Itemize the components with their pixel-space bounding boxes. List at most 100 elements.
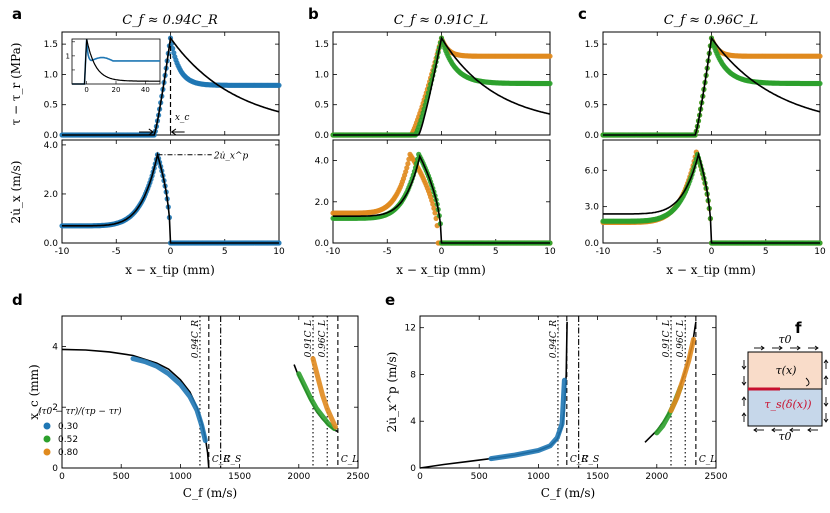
theory-curve <box>333 154 550 244</box>
series-0.30 <box>130 356 208 444</box>
y-axis-label: 2u̇_x^p (m/s) <box>385 352 399 433</box>
reference-line-label: 0.91C_L <box>662 320 672 357</box>
data-point <box>405 161 411 167</box>
panel-a-title: C_f ≈ 0.94C_R <box>122 13 218 28</box>
traction-arrowhead <box>823 418 829 423</box>
reference-line-label: C_L <box>341 455 358 465</box>
x-tick-label: 1500 <box>586 472 609 482</box>
y-tick-label: 2 <box>52 403 58 413</box>
x-tick-label: 1000 <box>169 472 192 482</box>
panel-label-a: a <box>12 5 22 23</box>
traction-arrowhead <box>796 345 801 351</box>
data-point <box>817 80 823 87</box>
y-tick-label: 0.0 <box>585 131 600 141</box>
data-point <box>170 45 176 52</box>
tau0-top-label: τ0 <box>778 333 791 346</box>
x-tick-label: 2500 <box>347 472 370 482</box>
arrow-left <box>139 128 155 136</box>
legend-label: 0.52 <box>58 435 78 445</box>
y-tick-label: 4.0 <box>315 157 330 167</box>
traction-arrowhead <box>741 396 747 401</box>
data-point <box>276 82 282 88</box>
inset-y-tick-label: 1 <box>66 52 70 60</box>
traction-arrowhead <box>771 427 776 433</box>
y-axis-label-velocity: 2u̇_x (m/s) <box>9 161 23 224</box>
reference-line-label: C_S <box>224 455 242 465</box>
reference-line-label: 0.94C_R <box>191 320 201 358</box>
x-tick-label: -10 <box>326 247 341 257</box>
y-tick-label: 1.0 <box>585 70 600 80</box>
y-tick-label: 0.0 <box>44 239 59 249</box>
theory-curve <box>333 36 551 136</box>
x-tick-label: 0 <box>168 247 174 257</box>
legend-label: 0.80 <box>58 448 78 458</box>
series-0.80 <box>330 35 553 138</box>
y-tick-label: 0.5 <box>315 101 329 111</box>
x-axis-label: x − x_tip (mm) <box>666 263 756 277</box>
series-0.52 <box>296 371 337 431</box>
panel-b-title: C_f ≈ 0.91C_L <box>394 13 488 28</box>
theory-curve <box>603 151 820 244</box>
x-tick-label: 10 <box>544 247 556 257</box>
data-point <box>547 53 553 59</box>
traction-arrowhead <box>741 412 747 417</box>
series-0.80 <box>310 356 338 430</box>
series-0.80 <box>668 336 696 414</box>
traction-arrowhead <box>823 359 829 364</box>
y-tick-label: 0 <box>410 464 416 474</box>
data-point <box>547 80 553 87</box>
series-0.52 <box>330 35 553 138</box>
y-tick-label: 1.0 <box>44 70 59 80</box>
x-tick-label: 10 <box>814 247 826 257</box>
x-axis-label: x − x_tip (mm) <box>396 263 486 277</box>
reference-line-label: 0.91C_L <box>304 320 314 357</box>
y-axis-label: x_c (mm) <box>27 364 41 419</box>
data-point <box>171 50 177 56</box>
y-tick-label: 1.5 <box>44 40 58 50</box>
traction-arrowhead <box>741 365 747 370</box>
x-tick-label: -5 <box>383 247 392 257</box>
y-tick-label: 2.0 <box>44 190 59 200</box>
panel-c-title: C_f ≈ 0.96C_L <box>664 13 758 28</box>
x-tick-label: 10 <box>273 247 285 257</box>
data-point <box>432 210 438 216</box>
inset-x-tick-label: 40 <box>141 86 150 94</box>
x-axis-label: C_f (m/s) <box>541 486 595 500</box>
panel-label-e: e <box>385 291 395 309</box>
data-point <box>431 205 437 211</box>
panel-label-b: b <box>308 5 319 23</box>
x-tick-label: 1000 <box>527 472 550 482</box>
series-0.30 <box>488 377 567 462</box>
panel-label-c: c <box>578 5 587 23</box>
legend-title: (τ0 − τr)/(τp − τr) <box>38 406 122 417</box>
data-point <box>430 201 436 207</box>
x-tick-label: 500 <box>471 472 488 482</box>
inset-x-tick-label: 0 <box>84 86 88 94</box>
traction-arrowhead <box>753 427 758 433</box>
x-tick-label: 2000 <box>645 472 668 482</box>
y-tick-label: 4 <box>410 417 416 427</box>
x-tick-label: 0 <box>439 247 445 257</box>
traction-arrowhead <box>814 345 819 351</box>
x-tick-label: 5 <box>493 247 499 257</box>
x-tick-label: -10 <box>596 247 611 257</box>
axes-frame <box>419 315 717 469</box>
reference-line-label: 0.94C_R <box>549 320 559 358</box>
tau-x-arrow <box>805 377 810 387</box>
series-0.80 <box>600 35 823 138</box>
inset-theory-curve <box>72 38 160 85</box>
x-tick-label: -5 <box>653 247 662 257</box>
panel-label-d: d <box>12 291 23 309</box>
x-tick-label: -5 <box>112 247 121 257</box>
x-tick-label: 5 <box>222 247 228 257</box>
reference-line-label: 0.96C_L <box>676 320 686 357</box>
y-tick-label: 4 <box>52 342 58 352</box>
y-tick-label: 1.5 <box>585 40 599 50</box>
y-axis-label-stress: τ − τ_r (MPa) <box>9 43 23 126</box>
x-axis-label: C_f (m/s) <box>183 486 237 500</box>
y-tick-label: 4.0 <box>44 141 59 151</box>
reference-line-label: 0.96C_L <box>318 320 328 357</box>
y-tick-label: 6.0 <box>585 166 600 176</box>
x-tick-label: 1500 <box>228 472 251 482</box>
